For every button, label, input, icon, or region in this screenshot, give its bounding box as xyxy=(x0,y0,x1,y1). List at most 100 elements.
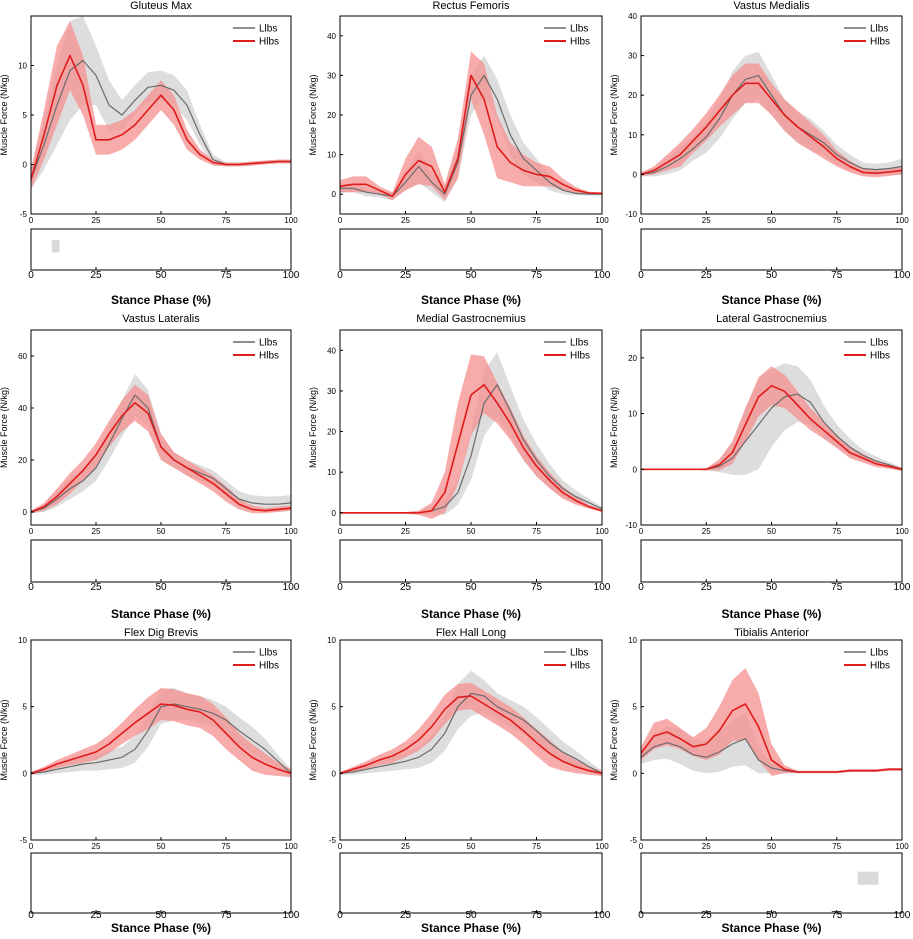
x-tick-label: 0 xyxy=(639,842,644,851)
legend-label-hlbs: Hlbs xyxy=(259,37,279,48)
x-tick-label: 25 xyxy=(401,842,410,851)
plot-area xyxy=(31,374,291,514)
x-tick-label: 25 xyxy=(702,216,711,225)
strip-x-tick-label: 100 xyxy=(283,582,300,593)
legend-label-llbs: Llbs xyxy=(870,648,888,659)
strip-x-tick-label: 25 xyxy=(400,910,412,921)
strip-x-tick-label: 0 xyxy=(28,582,34,593)
x-tick-label: 100 xyxy=(595,216,609,225)
y-axis-label: Muscle Force (N/kg) xyxy=(609,74,619,155)
series-line-hlbs xyxy=(641,82,902,176)
panel-title: Gluteus Max xyxy=(130,0,192,12)
series-line-hlbs xyxy=(340,695,602,775)
y-tick-label: 20 xyxy=(18,456,27,465)
strip-x-tick-label: 75 xyxy=(531,582,543,593)
panel-title: Rectus Femoris xyxy=(432,0,510,12)
y-tick-label: 40 xyxy=(327,32,336,41)
x-tick-label: 25 xyxy=(702,842,711,851)
strip-x-tick-label: 100 xyxy=(594,270,611,281)
x-tick-label: 0 xyxy=(29,842,34,851)
strip-x-tick-label: 100 xyxy=(594,582,611,593)
sd-band-hlbs xyxy=(641,366,902,471)
strip-x-tick-label: 75 xyxy=(220,910,232,921)
legend-label-llbs: Llbs xyxy=(259,24,277,35)
plot-area xyxy=(641,51,902,178)
x-tick-label: 75 xyxy=(832,527,841,536)
x-tick-label: 100 xyxy=(895,216,909,225)
x-tick-label: 25 xyxy=(401,216,410,225)
panel-title: Medial Gastrocnemius xyxy=(416,313,526,325)
y-tick-label: 10 xyxy=(18,636,27,645)
legend-label-llbs: Llbs xyxy=(259,338,277,349)
strip-x-tick-label: 50 xyxy=(465,270,477,281)
significance-strip xyxy=(640,228,903,271)
strip-x-tick-label: 0 xyxy=(337,582,343,593)
strip-x-tick-label: 0 xyxy=(638,582,644,593)
y-tick-label: 10 xyxy=(327,151,336,160)
legend-label-hlbs: Hlbs xyxy=(259,351,279,362)
panel-title: Vastus Medialis xyxy=(733,0,810,12)
series-line-hlbs xyxy=(31,54,291,180)
plot-area xyxy=(340,352,602,519)
legend-label-hlbs: Hlbs xyxy=(570,37,590,48)
x-tick-label: 50 xyxy=(767,527,776,536)
strip-x-tick-label: 25 xyxy=(400,270,412,281)
legend-label-llbs: Llbs xyxy=(570,24,588,35)
x-tick-label: 100 xyxy=(284,842,298,851)
x-tick-label: 75 xyxy=(532,527,541,536)
strip-x-tick-label: 100 xyxy=(894,910,911,921)
strip-x-tick-label: 0 xyxy=(337,910,343,921)
panel-title: Tibialis Anterior xyxy=(734,627,809,639)
plot-frame xyxy=(339,639,603,841)
x-tick-label: 75 xyxy=(832,216,841,225)
strip-x-tick-label: 50 xyxy=(766,582,778,593)
y-axis-label: Muscle Force (N/kg) xyxy=(308,699,318,780)
strip-x-tick-label: 50 xyxy=(766,270,778,281)
strip-x-tick-label: 50 xyxy=(155,582,167,593)
y-tick-label: 10 xyxy=(628,636,637,645)
significance-strip xyxy=(30,539,292,583)
y-tick-label: 10 xyxy=(327,636,336,645)
panel-title: Lateral Gastrocnemius xyxy=(716,313,827,325)
plot-area xyxy=(641,668,902,776)
y-tick-label: 30 xyxy=(327,387,336,396)
sd-band-hlbs xyxy=(340,354,602,519)
x-tick-label: 0 xyxy=(338,216,343,225)
y-tick-label: 5 xyxy=(23,111,28,120)
y-tick-label: 5 xyxy=(332,703,337,712)
legend-label-hlbs: Hlbs xyxy=(870,351,890,362)
y-tick-label: 60 xyxy=(18,352,27,361)
y-tick-label: 20 xyxy=(628,354,637,363)
x-tick-label: 75 xyxy=(222,527,231,536)
significance-region xyxy=(51,240,60,253)
y-tick-label: 20 xyxy=(327,428,336,437)
y-tick-label: 0 xyxy=(633,465,638,474)
y-axis-label: Muscle Force (N/kg) xyxy=(609,387,619,468)
strip-x-tick-label: 0 xyxy=(28,270,34,281)
legend-label-llbs: Llbs xyxy=(870,338,888,349)
strip-x-tick-label: 50 xyxy=(766,910,778,921)
y-axis-label: Muscle Force (N/kg) xyxy=(308,74,318,155)
panel-2: Rectus Femoris Muscle Force (N/kg) 0 10 20 30… xyxy=(308,0,611,307)
panel-5: Medial Gastrocnemius Muscle Force (N/kg) 0… xyxy=(308,313,611,621)
legend-label-hlbs: Hlbs xyxy=(570,351,590,362)
x-tick-label: 0 xyxy=(338,527,343,536)
y-tick-label: 5 xyxy=(633,703,638,712)
y-tick-label: -5 xyxy=(630,836,638,845)
y-tick-label: -10 xyxy=(625,521,637,530)
plot-area xyxy=(340,670,602,776)
y-tick-label: 20 xyxy=(628,91,637,100)
x-tick-label: 100 xyxy=(895,527,909,536)
panel-4: Vastus Lateralis Muscle Force (N/kg) 0 20 40… xyxy=(0,313,300,621)
plot-area xyxy=(340,51,602,203)
panel-title: Flex Dig Brevis xyxy=(124,627,198,639)
y-tick-label: 0 xyxy=(633,769,638,778)
y-tick-label: -5 xyxy=(20,836,28,845)
strip-x-tick-label: 0 xyxy=(337,270,343,281)
strip-x-tick-label: 75 xyxy=(831,910,843,921)
y-axis-label: Muscle Force (N/kg) xyxy=(308,387,318,468)
